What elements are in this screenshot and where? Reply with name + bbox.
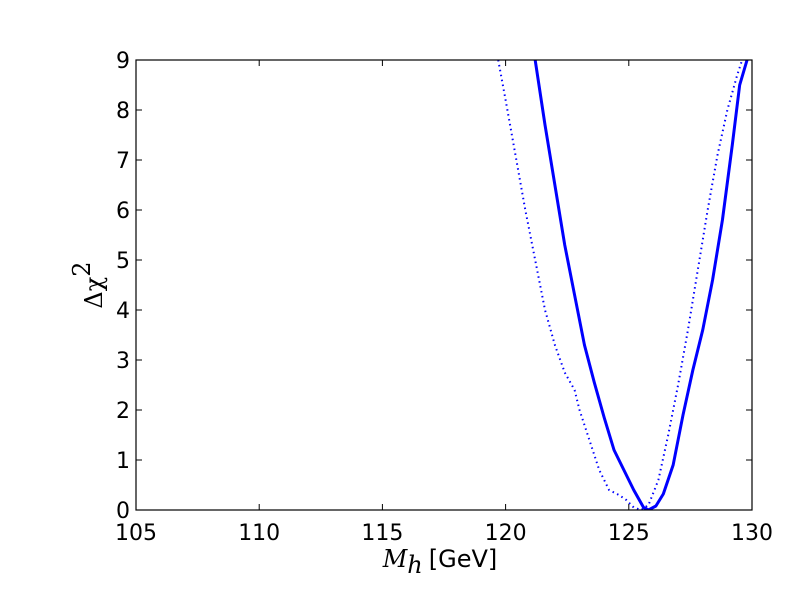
x-tick-label: 120 bbox=[485, 521, 527, 546]
y-tick-label: 5 bbox=[116, 249, 130, 274]
y-tick-label: 0 bbox=[116, 499, 130, 524]
y-tick-label: 1 bbox=[116, 449, 130, 474]
y-tick-label: 6 bbox=[116, 199, 130, 224]
y-tick-label: 2 bbox=[116, 399, 130, 424]
x-tick-label: 125 bbox=[608, 521, 650, 546]
y-tick-label: 9 bbox=[116, 49, 130, 74]
tick-layer: 105 110 115 120 125 130 0 1 2 3 4 5 6 7 8 9 bbox=[115, 49, 773, 546]
series-line-solid bbox=[533, 60, 749, 510]
x-tick-label: 110 bbox=[238, 521, 280, 546]
y-tick-label: 7 bbox=[116, 149, 130, 174]
series-layer bbox=[497, 60, 749, 510]
y-tick-label: 4 bbox=[116, 299, 130, 324]
y-tick-label: 3 bbox=[116, 349, 130, 374]
y-tick-label: 8 bbox=[116, 99, 130, 124]
y-axis-label: Δχ2 bbox=[68, 261, 108, 308]
plot-background bbox=[136, 60, 752, 510]
x-tick-label: 105 bbox=[115, 521, 157, 546]
x-tick-label: 130 bbox=[731, 521, 773, 546]
x-tick-label: 115 bbox=[361, 521, 403, 546]
plot-frame bbox=[135, 59, 753, 511]
x-axis-label: Mh [GeV] bbox=[382, 545, 498, 579]
